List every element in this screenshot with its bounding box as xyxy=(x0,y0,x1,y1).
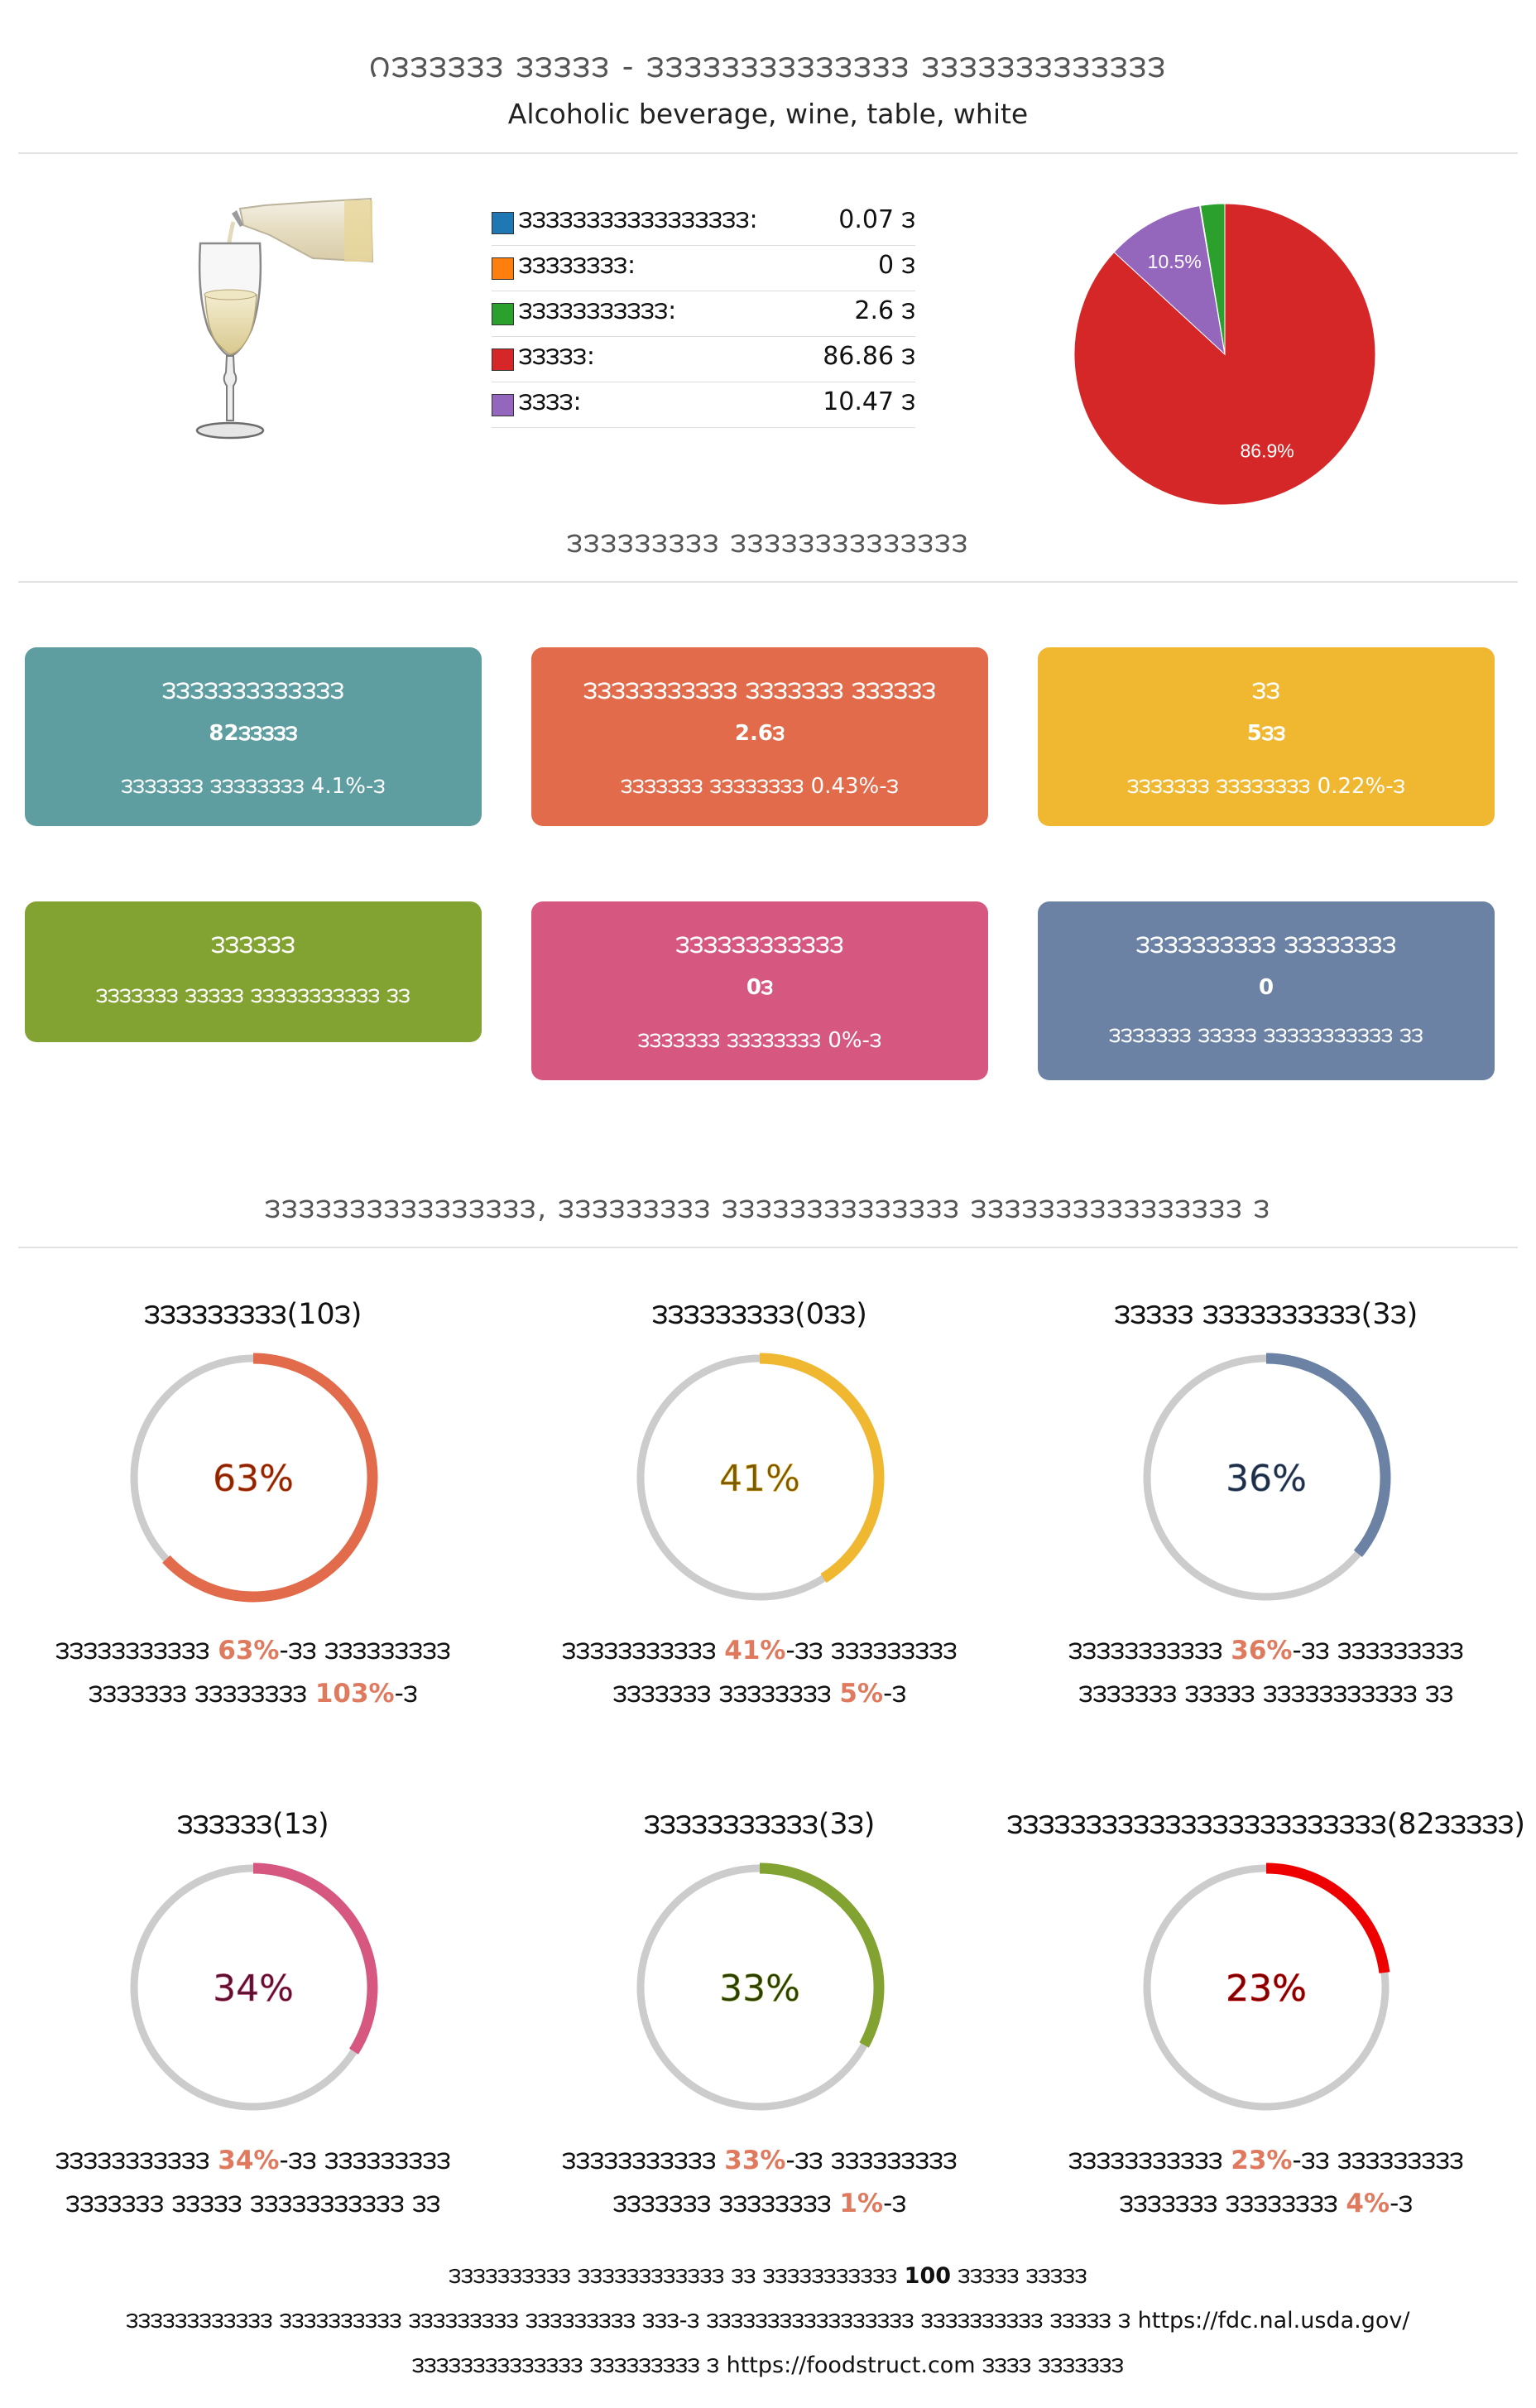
nutrition-box-desc: ౩౩౩౩౩౩౩ ౩౩౩౩౩౩౩౩ 0.22%-౩ xyxy=(1127,774,1405,799)
divider xyxy=(18,152,1518,154)
ring-description: ౩౩౩౩౩౩౩౩౩౩౩ 23%-౩౩ ౩౩౩౩౩౩౩౩౩ ౩౩౩౩౩౩౩ ౩౩౩౩… xyxy=(1068,2146,1464,2218)
ring-description: ౩౩౩౩౩౩౩౩౩౩౩ 36%-౩౩ ౩౩౩౩౩౩౩౩౩ ౩౩౩౩౩౩౩ ౩౩౩౩… xyxy=(1068,1636,1464,1709)
legend-swatch xyxy=(492,302,514,325)
legend-label: ౩౩౩౩౩౩౩౩౩౩౩: xyxy=(519,296,677,325)
nutrition-box-value: 5౩౩ xyxy=(1246,721,1286,746)
macronutrient-pie-chart: 86.9% 10.5% xyxy=(1073,203,1376,506)
ring-percent-label: 41% xyxy=(719,1458,800,1500)
ring-progress xyxy=(635,1353,885,1603)
ring-description: ౩౩౩౩౩౩౩౩౩౩౩ 63%-౩౩ ౩౩౩౩౩౩౩౩౩ ౩౩౩౩౩౩౩ ౩౩౩౩… xyxy=(55,1636,451,1709)
footer-source: ౩౩౩౩౩౩౩౩౩౩౩౩ ౩౩౩౩౩౩౩౩౩౩ ౩౩౩౩౩౩౩౩౩ ౩౩౩౩౩౩… xyxy=(126,2308,1410,2334)
legend-row: ౩౩౩౩౩౩౩౩౩౩౩: 2.6 ౩ xyxy=(492,291,915,337)
ring-title: ౩౩౩౩౩౩౩౩౩౩౩(3౩) xyxy=(644,1808,876,1841)
ring-title: ౩౩౩౩౩౩౩౩౩(10౩) xyxy=(144,1298,362,1331)
ring-progress xyxy=(1141,1353,1391,1603)
nutrition-section-title: ౩౩౩౩౩౩౩౩౩ ౩౩౩౩౩౩౩౩౩౩౩౩౩౩ xyxy=(567,526,969,560)
nutrition-box-value: 82౩౩౩౩౩ xyxy=(209,721,298,746)
nutrition-box: ౩౩౩౩౩౩౩౩౩౩౩౩౩ 82౩౩౩౩౩ ౩౩౩౩౩౩౩ ౩౩౩౩౩౩౩౩ 4.1… xyxy=(25,647,482,826)
ring-progress xyxy=(128,1862,378,2112)
progress-ring: 63% xyxy=(128,1353,378,1603)
divider xyxy=(18,1247,1518,1248)
legend-label: ౩౩౩౩: xyxy=(519,387,582,416)
nutrition-box-desc: ౩౩౩౩౩౩౩ ౩౩౩౩౩౩౩౩ 4.1%-౩ xyxy=(121,774,386,799)
ring-percent-label: 34% xyxy=(213,1968,294,2010)
ring-progress xyxy=(128,1353,378,1603)
ring-percent-label: 23% xyxy=(1226,1968,1307,2010)
ring-title: ౩౩౩౩౩౩౩౩౩౩౩౩౩౩౩౩౩౩౩౩౩౩౩౩(82౩౩౩౩౩) xyxy=(1006,1808,1526,1841)
nutrition-box-title: ౩౩౩౩౩౩ xyxy=(211,930,295,959)
nutrition-box-desc: ౩౩౩౩౩౩౩ ౩౩౩౩౩౩౩౩ 0.43%-౩ xyxy=(621,774,899,799)
ring-description: ౩౩౩౩౩౩౩౩౩౩౩ 33%-౩౩ ౩౩౩౩౩౩౩౩౩ ౩౩౩౩౩౩౩ ౩౩౩౩… xyxy=(562,2146,958,2218)
legend-label: ౩౩౩౩౩౩౩౩: xyxy=(519,251,636,280)
nutrition-box-title: ౩౩౩౩౩౩౩౩౩౩ ౩౩౩౩౩౩౩౩ xyxy=(1135,930,1397,959)
legend-row: ౩౩౩౩౩౩౩౩: 0 ౩ xyxy=(492,246,915,291)
nutrition-box: ౩౩౩౩౩౩౩౩౩౩ ౩౩౩౩౩౩౩౩ 0 ౩౩౩౩౩౩౩ ౩౩౩౩౩ ౩౩౩౩౩౩… xyxy=(1038,901,1495,1080)
progress-ring: 33% xyxy=(635,1862,885,2112)
nutrition-box: ౩౩౩౩౩౩ ౩౩౩౩౩౩౩ ౩౩౩౩౩ ౩౩౩౩౩౩౩౩౩౩౩ ౩౩ xyxy=(25,901,482,1042)
nutrient-legend: ౩౩౩౩౩౩౩౩౩౩౩౩౩౩౩౩౩: 0.07 ౩ ౩౩౩౩౩౩౩౩: 0 ౩ ౩౩౩౩… xyxy=(492,200,915,428)
nutrition-box-title: ౩౩౩౩౩౩౩౩౩౩౩౩ xyxy=(675,930,844,959)
legend-label: ౩౩౩౩౩౩౩౩౩౩౩౩౩౩౩౩౩: xyxy=(519,205,758,234)
pie-slice-label: 86.9% xyxy=(1241,440,1294,462)
progress-ring: 34% xyxy=(128,1862,378,2112)
ring-title: ౩౩౩౩౩౩౩౩౩(0౩౩) xyxy=(652,1298,867,1331)
ring-description: ౩౩౩౩౩౩౩౩౩౩౩ 41%-౩౩ ౩౩౩౩౩౩౩౩౩ ౩౩౩౩౩౩౩ ౩౩౩౩… xyxy=(562,1636,958,1709)
page-title: ౧౩౩౩౩౩౩ ౩౩౩౩౩ - ౩౩౩౩౩౩౩౩౩౩౩౩౩౩ ౩౩౩౩౩౩౩౩౩… xyxy=(369,48,1167,84)
nutrition-box-desc: ౩౩౩౩౩౩౩ ౩౩౩౩౩౩౩౩ 0%-౩ xyxy=(637,1028,882,1053)
ring-percent-label: 63% xyxy=(213,1458,294,1500)
ring-title: ౩౩౩౩౩౩(1౩) xyxy=(177,1808,329,1841)
ring-progress xyxy=(1141,1862,1391,2112)
ring-progress xyxy=(635,1862,885,2112)
legend-value: 86.86 ౩ xyxy=(823,342,915,371)
progress-ring: 41% xyxy=(635,1353,885,1603)
nutrition-box-value: 0 xyxy=(1258,975,1274,1000)
nutrition-box-title: ౩౩ xyxy=(1252,675,1280,705)
divider xyxy=(18,581,1518,583)
progress-ring: 23% xyxy=(1141,1862,1391,2112)
legend-swatch xyxy=(492,211,514,234)
nutrition-box: ౩౩౩౩౩౩౩౩౩౩౩ ౩౩౩౩౩౩౩ ౩౩౩౩౩౩ 2.6౩ ౩౩౩౩౩౩౩ ౩౩… xyxy=(531,647,988,826)
nutrition-box: ౩౩ 5౩౩ ౩౩౩౩౩౩౩ ౩౩౩౩౩౩౩౩ 0.22%-౩ xyxy=(1038,647,1495,826)
wine-glass-icon xyxy=(195,197,374,440)
nutrition-box-value: 2.6౩ xyxy=(734,721,785,746)
ring-title: ౩౩౩౩౩ ౩౩౩౩౩౩౩౩౩౩(3౩) xyxy=(1114,1298,1418,1331)
legend-swatch xyxy=(492,257,514,280)
footer-credit: ౩౩౩౩౩౩౩౩౩౩౩౩౩౩ ౩౩౩౩౩౩౩౩౩ ౩ https://foods… xyxy=(412,2353,1124,2378)
legend-row: ౩౩౩౩: 10.47 ౩ xyxy=(492,382,915,428)
ring-description: ౩౩౩౩౩౩౩౩౩౩౩ 34%-౩౩ ౩౩౩౩౩౩౩౩౩ ౩౩౩౩౩౩౩ ౩౩౩౩… xyxy=(55,2146,451,2218)
legend-label: ౩౩౩౩౩: xyxy=(519,342,596,371)
nutrition-box: ౩౩౩౩౩౩౩౩౩౩౩౩ 0౩ ౩౩౩౩౩౩౩ ౩౩౩౩౩౩౩౩ 0%-౩ xyxy=(531,901,988,1080)
pie-slice-label: 10.5% xyxy=(1148,251,1202,272)
page-subtitle: Alcoholic beverage, wine, table, white xyxy=(507,98,1029,130)
footer-note: ౩౩౩౩౩౩౩౩౩౩ ౩౩౩౩౩౩౩౩౩౩౩౩ ౩౩ ౩౩౩౩౩౩౩౩౩౩౩ 1… xyxy=(449,2263,1087,2289)
pie-slice xyxy=(1199,204,1226,355)
legend-value: 0 ౩ xyxy=(877,251,915,280)
nutrition-box-title: ౩౩౩౩౩౩౩౩౩౩౩ ౩౩౩౩౩౩౩ ౩౩౩౩౩౩ xyxy=(583,675,936,705)
rings-section-title: ౩౩౩౩౩౩౩౩౩౩౩౩౩౩౩౩, ౩౩౩౩౩౩౩౩౩ ౩౩౩౩౩౩౩౩౩౩౩౩… xyxy=(265,1192,1271,1225)
nutrition-box-desc: ౩౩౩౩౩౩౩ ౩౩౩౩౩ ౩౩౩౩౩౩౩౩౩౩౩ ౩౩ xyxy=(1109,1023,1423,1048)
nutrition-box-desc: ౩౩౩౩౩౩౩ ౩౩౩౩౩ ౩౩౩౩౩౩౩౩౩౩౩ ౩౩ xyxy=(96,983,410,1008)
ring-percent-label: 36% xyxy=(1226,1458,1307,1500)
pie-slice xyxy=(1113,204,1226,356)
legend-row: ౩౩౩౩౩: 86.86 ౩ xyxy=(492,337,915,382)
nutrition-box-value: 0౩ xyxy=(746,975,774,1000)
legend-value: 0.07 ౩ xyxy=(838,205,915,234)
progress-ring: 36% xyxy=(1141,1353,1391,1603)
legend-value: 10.47 ౩ xyxy=(823,387,915,416)
legend-swatch xyxy=(492,348,514,371)
legend-value: 2.6 ౩ xyxy=(854,296,915,325)
legend-row: ౩౩౩౩౩౩౩౩౩౩౩౩౩౩౩౩౩: 0.07 ౩ xyxy=(492,200,915,246)
nutrition-box-title: ౩౩౩౩౩౩౩౩౩౩౩౩౩ xyxy=(161,675,345,705)
legend-swatch xyxy=(492,393,514,416)
ring-percent-label: 33% xyxy=(719,1968,800,2010)
